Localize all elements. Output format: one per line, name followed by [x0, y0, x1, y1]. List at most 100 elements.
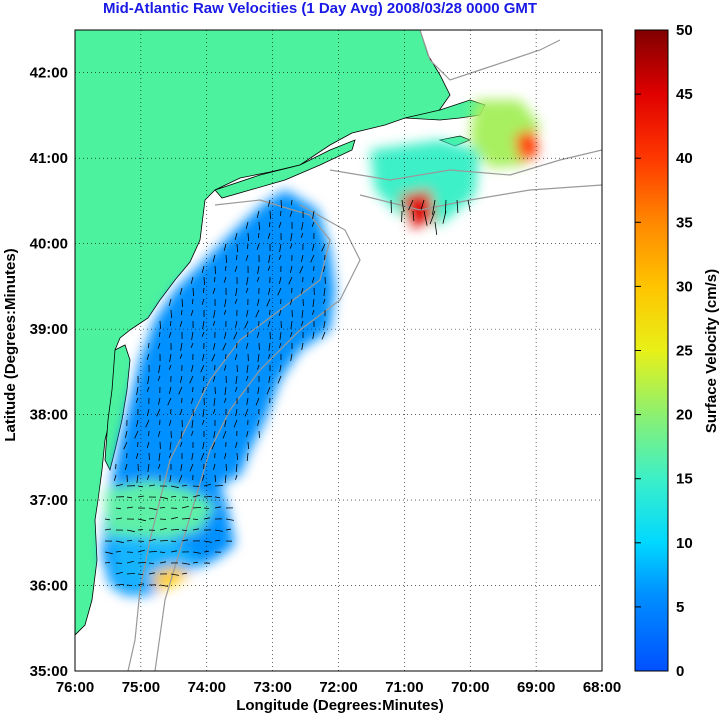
velocity-arrow	[225, 518, 234, 521]
velocity-arrow	[180, 430, 183, 439]
velocity-arrow	[190, 276, 194, 284]
y-tick-label: 38:00	[30, 407, 68, 424]
velocity-arrow	[213, 397, 216, 406]
velocity-arrow	[257, 386, 260, 394]
velocity-arrow	[214, 276, 216, 283]
velocity-arrow	[246, 397, 249, 405]
velocity-arrow	[148, 518, 155, 520]
colorbar-tick-label: 35	[676, 214, 693, 231]
colorbar-tick-label: 5	[676, 599, 684, 616]
velocity-arrow	[267, 199, 271, 207]
velocity-arrow	[301, 221, 304, 230]
velocity-arrow	[137, 562, 147, 564]
velocity-arrow	[136, 474, 139, 483]
velocity-arrow	[203, 496, 213, 498]
velocity-arrow	[180, 342, 183, 351]
velocity-arrow	[191, 364, 194, 372]
velocity-arrow	[235, 474, 238, 480]
velocity-arrow	[158, 397, 161, 405]
velocity-arrow	[225, 254, 227, 264]
velocity-arrow	[268, 375, 271, 383]
velocity-arrows	[104, 199, 471, 587]
velocity-arrow	[246, 375, 249, 381]
velocity-arrow	[135, 397, 139, 403]
velocity-arrow	[233, 419, 238, 428]
velocity-arrow	[146, 386, 150, 392]
velocity-arrow	[311, 221, 315, 227]
velocity-arrow	[137, 518, 146, 522]
velocity-arrow	[245, 254, 249, 261]
velocity-arrow	[279, 364, 282, 372]
velocity-arrow	[170, 320, 172, 327]
velocity-arrow	[310, 254, 315, 263]
velocity-arrow	[301, 342, 304, 350]
velocity-arrow	[268, 342, 271, 351]
velocity-arrow	[145, 419, 150, 428]
y-tick-label: 41:00	[30, 150, 68, 167]
velocity-arrow	[246, 309, 249, 317]
velocity-arrow	[321, 243, 326, 252]
velocity-arrow	[412, 210, 415, 222]
velocity-arrow	[181, 562, 190, 565]
velocity-arrow	[179, 320, 183, 327]
velocity-arrow	[159, 527, 167, 531]
bathymetry-contours	[127, 30, 602, 671]
velocity-arrow	[255, 397, 260, 406]
velocity-arrow	[279, 276, 282, 284]
velocity-arrow	[390, 199, 392, 214]
velocity-arrow	[213, 342, 216, 350]
velocity-arrow	[159, 320, 161, 330]
velocity-arrow	[192, 518, 199, 520]
velocity-arrow	[189, 463, 194, 472]
velocity-arrow	[224, 386, 227, 395]
velocity-arrow	[158, 364, 161, 373]
velocity-arrow	[212, 254, 216, 262]
y-tick-label: 37:00	[30, 492, 68, 509]
velocity-arrow	[235, 463, 238, 473]
velocity-arrow	[126, 573, 136, 575]
x-axis-label: Longitude (Degrees:Minutes)	[236, 697, 444, 714]
velocity-arrow	[268, 287, 271, 295]
velocity-arrow	[115, 584, 125, 586]
velocity-arrow	[279, 342, 282, 348]
velocity-arrow	[213, 430, 216, 438]
velocity-arrow	[408, 199, 414, 211]
colorbar-tick-label: 30	[676, 278, 693, 295]
velocity-arrow	[123, 441, 128, 450]
velocity-arrow	[280, 199, 282, 209]
velocity-arrow	[134, 430, 139, 439]
velocity-arrow	[312, 243, 315, 251]
velocity-arrow	[169, 452, 172, 458]
velocity-arrow	[214, 485, 224, 487]
velocity-arrow	[423, 210, 428, 226]
velocity-arrow	[224, 298, 227, 307]
velocity-arrow	[192, 561, 198, 564]
velocity-arrow	[202, 320, 205, 329]
velocity-arrow	[235, 320, 238, 328]
velocity-arrow	[312, 298, 315, 307]
velocity-arrow	[191, 331, 194, 340]
velocity-arrow	[224, 331, 227, 339]
velocity-arrow	[181, 572, 187, 575]
x-tick-label: 76:00	[56, 679, 94, 696]
velocity-arrow	[148, 551, 158, 553]
y-tick-label: 36:00	[30, 578, 68, 595]
velocity-arrow	[290, 331, 293, 337]
velocity-arrow	[104, 562, 111, 564]
velocity-arrow	[212, 320, 216, 326]
velocity-arrow	[214, 474, 216, 483]
velocity-arrow	[126, 540, 133, 542]
velocity-arrow	[290, 232, 293, 241]
velocity-arrow	[136, 386, 139, 395]
velocity-arrow	[247, 243, 249, 250]
velocity-arrow	[203, 507, 210, 509]
y-tick-label: 40:00	[30, 236, 68, 253]
velocity-arrow	[203, 483, 211, 487]
velocity-arrow	[192, 494, 200, 498]
velocity-arrow	[159, 540, 169, 542]
velocity-arrow	[191, 419, 194, 428]
colorbar-tick-label: 0	[676, 663, 684, 680]
velocity-arrow	[257, 419, 260, 426]
velocity-arrow	[125, 430, 128, 438]
velocity-arrow	[190, 397, 194, 404]
